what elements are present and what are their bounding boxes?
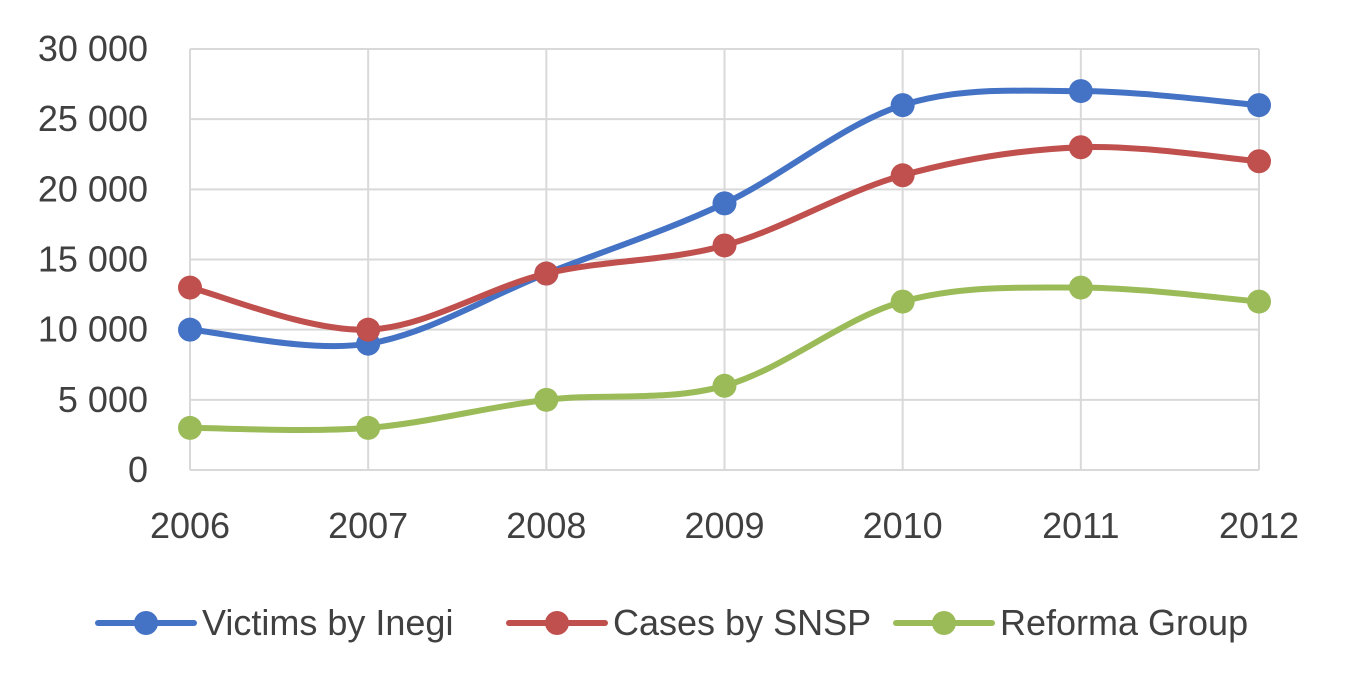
y-tick-label: 10 000: [38, 309, 148, 350]
data-point: [712, 373, 737, 398]
data-point: [890, 93, 915, 118]
data-point: [1068, 275, 1093, 300]
legend-item: Cases by SNSP: [506, 602, 871, 643]
data-point: [534, 387, 559, 412]
data-point: [1247, 149, 1271, 174]
legend-label: Victims by Inegi: [202, 602, 453, 643]
series-reforma-group: [178, 275, 1271, 440]
x-tick-label: 2009: [684, 505, 764, 546]
legend-swatch-marker: [545, 611, 569, 635]
y-axis-tick-labels: 0 5 000 10 000 15 000 20 000 25 000 30 000: [38, 28, 148, 490]
y-tick-label: 25 000: [38, 98, 148, 139]
data-point: [712, 233, 737, 258]
legend-label: Cases by SNSP: [613, 602, 871, 643]
data-point: [356, 317, 381, 342]
legend-item: Victims by Inegi: [95, 602, 453, 643]
data-point: [534, 261, 559, 286]
x-tick-label: 2007: [328, 505, 408, 546]
data-point: [1068, 135, 1093, 160]
data-point: [178, 317, 202, 342]
data-point: [1247, 93, 1271, 118]
legend: Victims by Inegi Cases by SNSP Reforma Gro…: [95, 602, 1248, 643]
data-point: [1068, 79, 1093, 104]
legend-item: Reforma Group: [893, 602, 1248, 643]
legend-swatch-marker: [134, 611, 158, 635]
data-point: [712, 191, 737, 216]
x-tick-label: 2010: [863, 505, 943, 546]
x-axis-tick-labels: 2006 2007 2008 2009 2010 2011 2012: [150, 505, 1299, 546]
x-tick-label: 2011: [1042, 505, 1119, 546]
y-tick-label: 15 000: [38, 239, 148, 280]
series-lines: [178, 79, 1271, 440]
y-tick-label: 5 000: [58, 379, 148, 420]
y-tick-label: 20 000: [38, 168, 148, 209]
y-tick-label: 0: [128, 449, 148, 490]
data-point: [1247, 289, 1271, 314]
x-tick-label: 2006: [150, 505, 230, 546]
legend-swatch-marker: [932, 611, 956, 635]
legend-label: Reforma Group: [1000, 602, 1248, 643]
y-tick-label: 30 000: [38, 28, 148, 69]
data-point: [356, 415, 381, 440]
data-point: [178, 275, 202, 300]
x-tick-label: 2008: [506, 505, 586, 546]
x-tick-label: 2012: [1219, 505, 1299, 546]
data-point: [178, 415, 202, 440]
data-point: [890, 289, 915, 314]
series-cases-by-snsp: [178, 135, 1271, 342]
data-point: [890, 163, 915, 188]
gridlines: [189, 48, 1260, 471]
